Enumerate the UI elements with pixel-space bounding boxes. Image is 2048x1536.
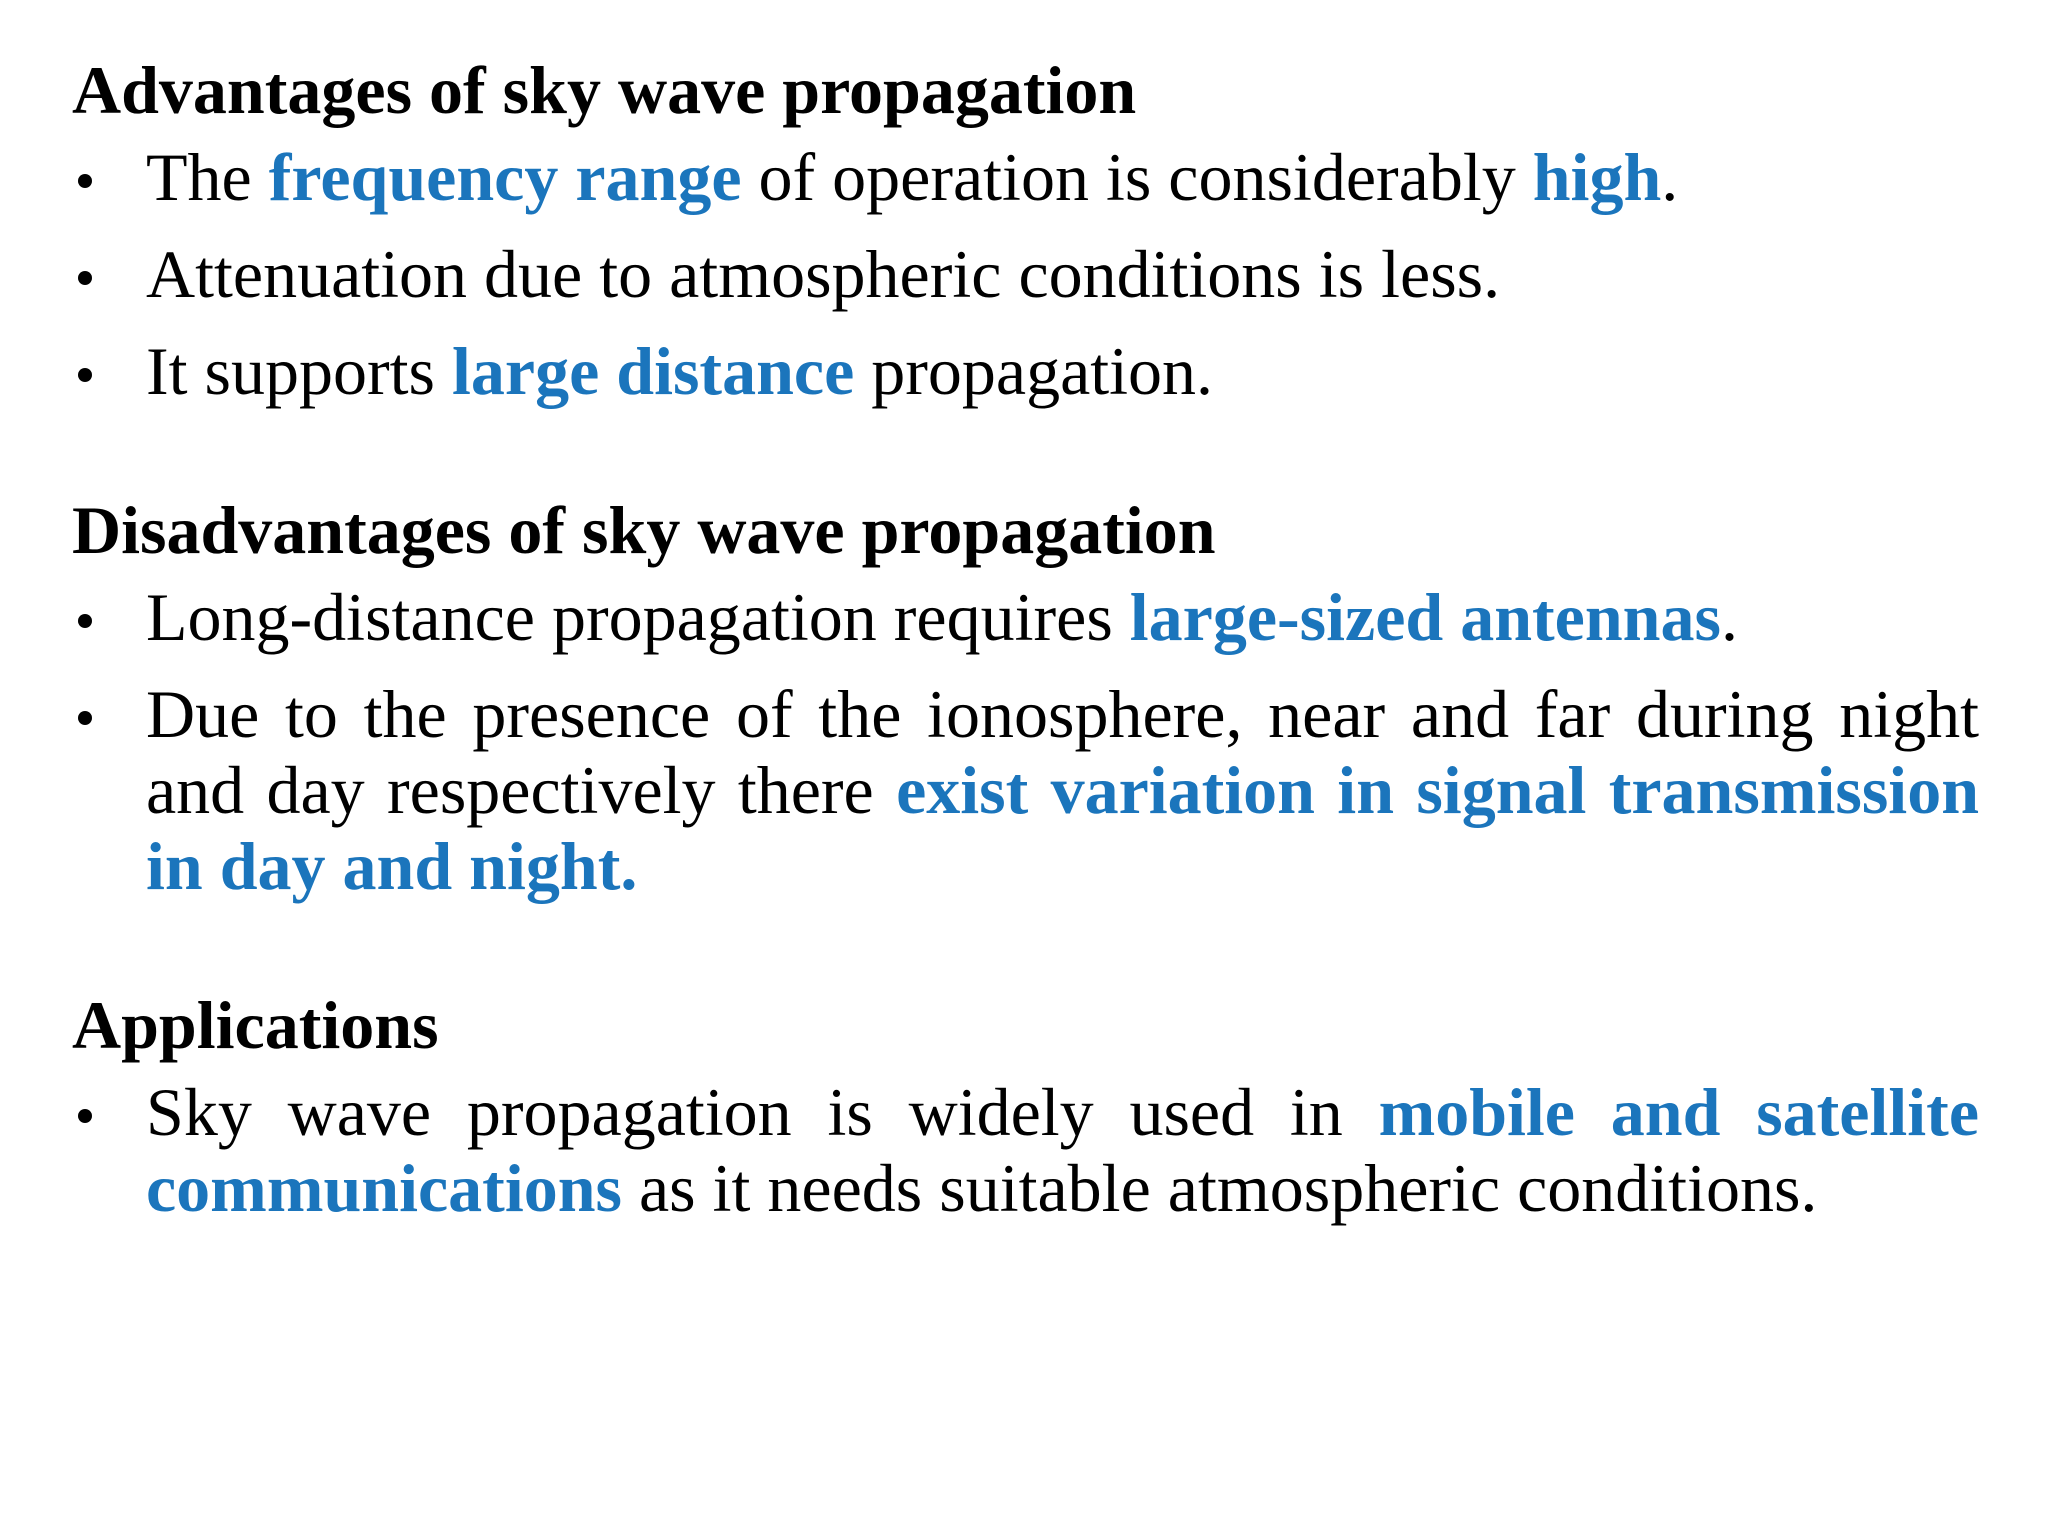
- document: Advantages of sky wave propagation The fr…: [72, 42, 1979, 1299]
- text-run: .: [1720, 579, 1738, 655]
- bullet-item: It supports large distance propagation.: [72, 333, 1979, 409]
- section: Advantages of sky wave propagation The fr…: [72, 42, 1979, 409]
- text-run: of operation is considerably: [741, 139, 1533, 215]
- highlight-text: large-sized antennas: [1129, 579, 1721, 655]
- text-run: propagation.: [854, 333, 1214, 409]
- section-heading: Advantages of sky wave propagation: [72, 52, 1137, 128]
- bullet-item: Long-distance propagation requires large…: [72, 579, 1979, 655]
- text-run: Long-distance propagation requires: [146, 579, 1130, 655]
- text-run: Attenuation due to atmospheric condition…: [146, 236, 1501, 312]
- text-run: Due to the presence of the ionosphere, n…: [146, 676, 1979, 828]
- highlight-text: high: [1532, 139, 1662, 215]
- text-run: It supports: [146, 333, 452, 409]
- bullet-item: Due to the presence of the ionosphere, n…: [72, 676, 1979, 904]
- text-run: as it needs suitable atmospheric conditi…: [622, 1150, 1818, 1226]
- highlight-text: mobile and satellite communications: [146, 1074, 1979, 1226]
- section-heading: Disadvantages of sky wave propagation: [72, 492, 1216, 568]
- section: Applications Sky wave propagation is wide…: [72, 977, 1979, 1226]
- bullet-item: The frequency range of operation is cons…: [72, 139, 1979, 215]
- bullet-item: Attenuation due to atmospheric condition…: [72, 236, 1979, 312]
- text-run: Sky wave propagation is widely used in: [146, 1074, 1379, 1150]
- section: Disadvantages of sky wave propagation Lon…: [72, 482, 1979, 904]
- text-run: The: [146, 139, 269, 215]
- highlight-text: exist variation in signal transmission i…: [146, 752, 1980, 904]
- section-heading: Applications: [72, 987, 439, 1063]
- highlight-text: large distance: [452, 333, 855, 409]
- bullet-item: Sky wave propagation is widely used in m…: [72, 1074, 1979, 1226]
- highlight-text: frequency range: [268, 139, 742, 215]
- text-run: .: [1661, 139, 1679, 215]
